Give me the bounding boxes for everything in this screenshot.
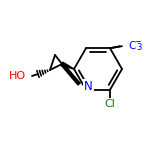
Polygon shape bbox=[61, 62, 74, 69]
Text: Cl: Cl bbox=[105, 99, 115, 109]
Text: 3: 3 bbox=[136, 43, 142, 52]
Text: N: N bbox=[84, 81, 93, 93]
Text: HO: HO bbox=[9, 71, 26, 81]
Text: CF: CF bbox=[128, 41, 141, 51]
